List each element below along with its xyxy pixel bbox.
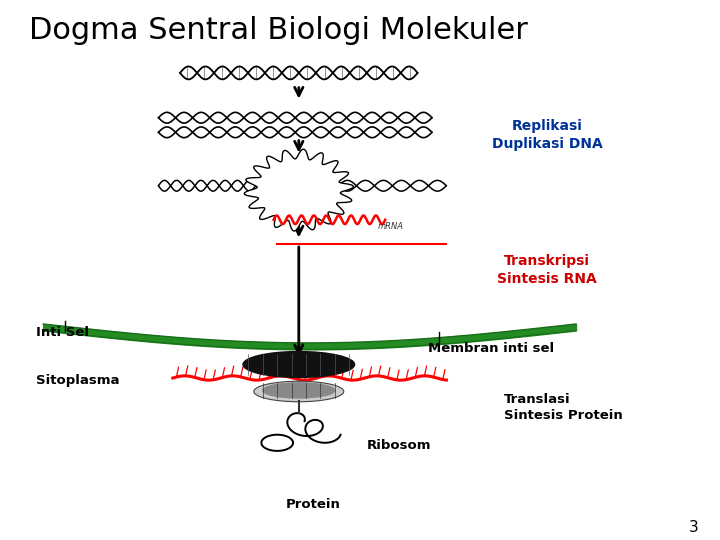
Text: 3: 3 [688,519,698,535]
Text: Sitoplasma: Sitoplasma [36,374,120,387]
Ellipse shape [254,381,344,402]
Polygon shape [244,149,354,231]
Text: Protein: Protein [286,498,341,511]
Text: Transkripsi
Sintesis RNA: Transkripsi Sintesis RNA [498,254,597,286]
Text: Replikasi
Duplikasi DNA: Replikasi Duplikasi DNA [492,119,603,151]
Text: Inti Sel: Inti Sel [36,326,89,339]
Text: Translasi
Sintesis Protein: Translasi Sintesis Protein [504,393,623,422]
Text: Dogma Sentral Biologi Molekuler: Dogma Sentral Biologi Molekuler [29,16,528,45]
Text: Ribosom: Ribosom [367,439,432,452]
Ellipse shape [243,352,355,377]
Ellipse shape [263,383,335,398]
Text: Membran inti sel: Membran inti sel [428,342,554,355]
Text: mRNA: mRNA [378,222,404,232]
